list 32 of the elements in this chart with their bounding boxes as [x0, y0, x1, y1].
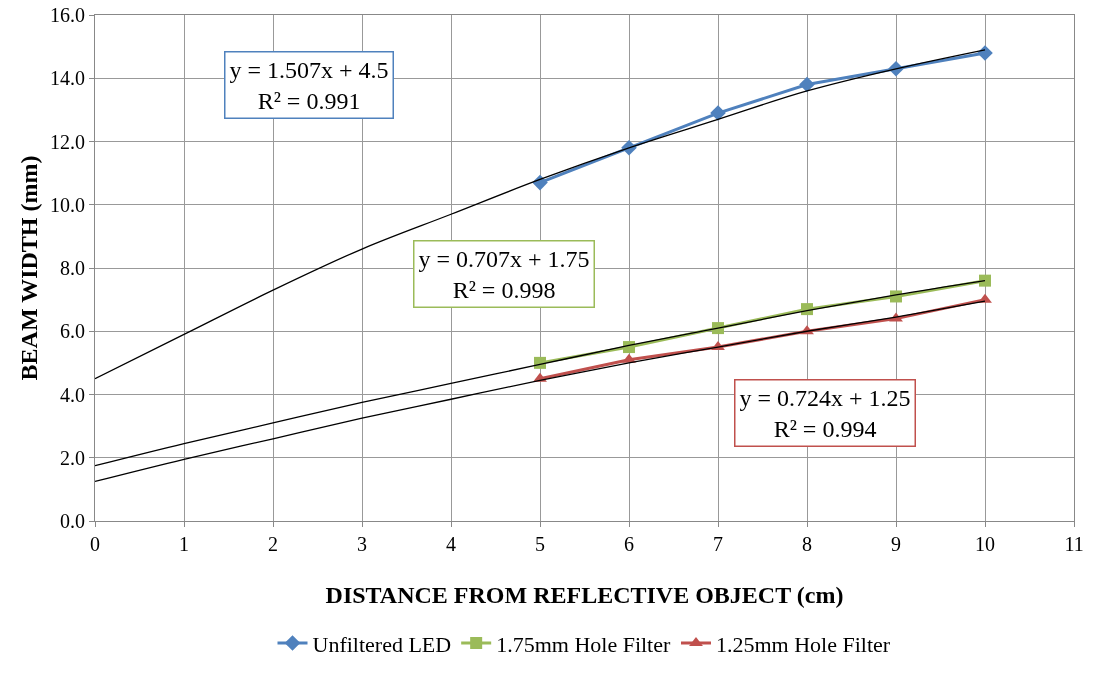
point	[799, 76, 815, 93]
y-tick-label: 8.0	[60, 257, 85, 279]
x-tick-label: 10	[975, 533, 995, 555]
x-tick-label: 7	[713, 533, 723, 555]
legend-label: Unfiltered LED	[312, 631, 452, 657]
y-tick-label: 4.0	[60, 383, 85, 406]
y-tick-label: 10.0	[50, 193, 85, 216]
legend-label: 1.25mm Hole Filter	[716, 631, 891, 657]
y-tick-label: 16.0	[50, 4, 85, 26]
annotation: y = 0.724x + 1.25 R² = 0.994	[739, 384, 911, 442]
y-tick-label: 6.0	[60, 320, 85, 343]
y-axis-title: BEAM WIDTH (mm)	[16, 155, 42, 381]
x-tick-label: 1	[179, 533, 189, 555]
x-tick-label: 6	[624, 533, 634, 555]
x-tick-label: 2	[268, 533, 278, 555]
x-tick-label: 5	[535, 533, 545, 555]
point	[979, 274, 991, 287]
x-tick-label: 9	[891, 533, 901, 555]
x-axis-title: DISTANCE FROM REFLECTIVE OBJECT (cm)	[325, 582, 844, 608]
x-tick-label: 4	[446, 533, 456, 555]
x-tick-label: 8	[802, 533, 812, 555]
y-tick-label: 14.0	[50, 67, 85, 90]
x-tick-label: 0	[90, 533, 100, 555]
x-tick-label: 3	[357, 533, 367, 555]
y-tick-label: 12.0	[50, 130, 85, 153]
y-tick-label: 2.0	[60, 446, 85, 469]
x-tick-label: 11	[1064, 533, 1084, 555]
annotation: y = 1.507x + 4.5 R² = 0.991	[229, 56, 389, 114]
point	[623, 341, 635, 354]
annotation: y = 0.707x + 1.75 R² = 0.998	[418, 245, 590, 303]
y-tick-label: 0.0	[60, 510, 85, 532]
legend-label: 1.75mm Hole Filter	[496, 631, 671, 657]
